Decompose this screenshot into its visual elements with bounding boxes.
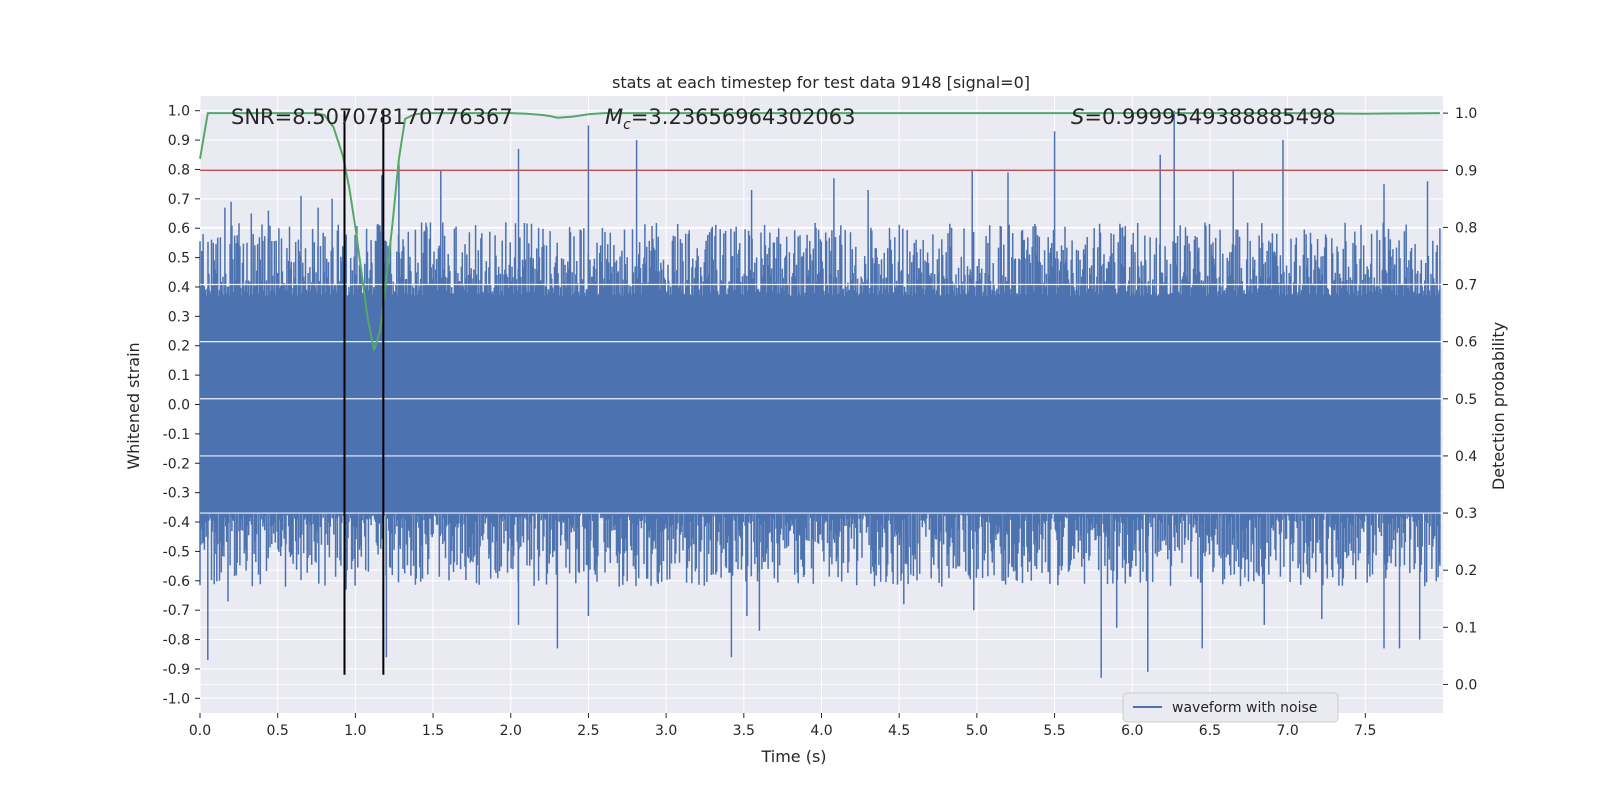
y-tick-label: -0.8 — [163, 633, 190, 649]
y-tick-label: 0.6 — [168, 221, 190, 237]
y2-axis-title: Detection probability — [1489, 322, 1508, 490]
x-tick-label: 5.5 — [1043, 723, 1065, 739]
x-tick-label: 1.0 — [344, 723, 366, 739]
y-tick-label: 0.7 — [168, 192, 190, 208]
y-tick-label: 0.2 — [168, 339, 190, 355]
y2-axis-ticks: 1.0 0.9 0.8 0.7 0.6 0.5 0.4 0.3 0.2 0.1 0.0 — [1443, 106, 1477, 693]
y-tick-label: -0.1 — [163, 427, 190, 443]
s-annotation: S=0.9999549388885498 — [1071, 105, 1336, 129]
x-tick-label: 3.5 — [733, 723, 755, 739]
event-markers — [343, 110, 385, 675]
legend-box — [1122, 692, 1339, 723]
legend: waveform with noise — [1122, 692, 1339, 723]
mc-annotation-value: =3.23656964302063 — [631, 105, 856, 129]
y-tick-label: 0.0 — [168, 398, 190, 414]
x-tick-label: 2.0 — [500, 723, 522, 739]
y-tick-label: -0.4 — [163, 515, 190, 531]
probability-line — [199, 112, 1440, 351]
y-axis-ticks: 1.0 0.9 0.8 0.7 0.6 0.5 0.4 0.3 0.2 0.1 0.0 -0.1 -0.… — [163, 104, 200, 707]
chart-title: stats at each timestep for test data 914… — [612, 73, 1030, 92]
y2-tick-label: 0.8 — [1455, 220, 1477, 236]
legend-label: waveform with noise — [1172, 700, 1317, 716]
y-tick-label: 0.4 — [168, 280, 190, 296]
y2-tick-label: 0.0 — [1455, 677, 1477, 693]
y2-tick-label: 0.7 — [1455, 278, 1477, 294]
y2-tick-label: 1.0 — [1455, 106, 1477, 122]
detection-probability-series — [199, 112, 1440, 351]
x-axis-title: Time (s) — [760, 747, 826, 766]
x-tick-label: 0.0 — [189, 723, 211, 739]
y2-tick-label: 0.1 — [1455, 620, 1477, 636]
y2-tick-label: 0.3 — [1455, 506, 1477, 522]
s-annotation-value: =0.9999549388885498 — [1084, 105, 1335, 129]
y-tick-label: -0.7 — [163, 603, 190, 619]
waveform-series — [199, 110, 1443, 678]
y-tick-label: -0.6 — [163, 574, 190, 590]
y2-tick-label: 0.6 — [1455, 335, 1477, 351]
x-tick-label: 1.5 — [422, 723, 444, 739]
mc-annotation: Mc=3.23656964302063 — [605, 105, 856, 133]
y-tick-label: -0.5 — [163, 544, 190, 560]
x-tick-label: 7.5 — [1354, 723, 1376, 739]
y2-tick-label: 0.4 — [1455, 449, 1477, 465]
y-tick-label: -1.0 — [163, 691, 190, 707]
y-axis-title: Whitened strain — [124, 342, 143, 469]
y2-tick-label: 0.5 — [1455, 392, 1477, 408]
y-tick-label: -0.3 — [163, 486, 190, 502]
x-tick-label: 5.0 — [966, 723, 988, 739]
x-tick-label: 6.5 — [1199, 723, 1221, 739]
y-tick-label: 0.3 — [168, 309, 190, 325]
x-tick-label: 4.5 — [888, 723, 910, 739]
waveform-line — [199, 110, 1441, 678]
y-tick-label: 0.5 — [168, 251, 190, 267]
x-tick-label: 7.0 — [1276, 723, 1298, 739]
x-tick-label: 3.0 — [655, 723, 677, 739]
y-tick-label: -0.2 — [163, 456, 190, 472]
y-tick-label: 0.9 — [168, 133, 190, 149]
y-tick-label: -0.9 — [163, 662, 190, 678]
y2-tick-label: 0.9 — [1455, 163, 1477, 179]
x-tick-label: 6.0 — [1121, 723, 1143, 739]
x-tick-label: 0.5 — [267, 723, 289, 739]
x-tick-label: 4.0 — [810, 723, 832, 739]
snr-annotation: SNR=8.507078170776367 — [231, 105, 513, 129]
x-tick-label: 2.5 — [577, 723, 599, 739]
y2-tick-label: 0.2 — [1455, 563, 1477, 579]
y-tick-label: 0.8 — [168, 162, 190, 178]
y-tick-label: 1.0 — [168, 104, 190, 120]
x-axis-ticks: 0.0 0.5 1.0 1.5 2.0 2.5 3.0 3.5 4.0 4.5 5.0 5.5 6.0 6… — [189, 713, 1376, 739]
y-tick-label: 0.1 — [168, 368, 190, 384]
